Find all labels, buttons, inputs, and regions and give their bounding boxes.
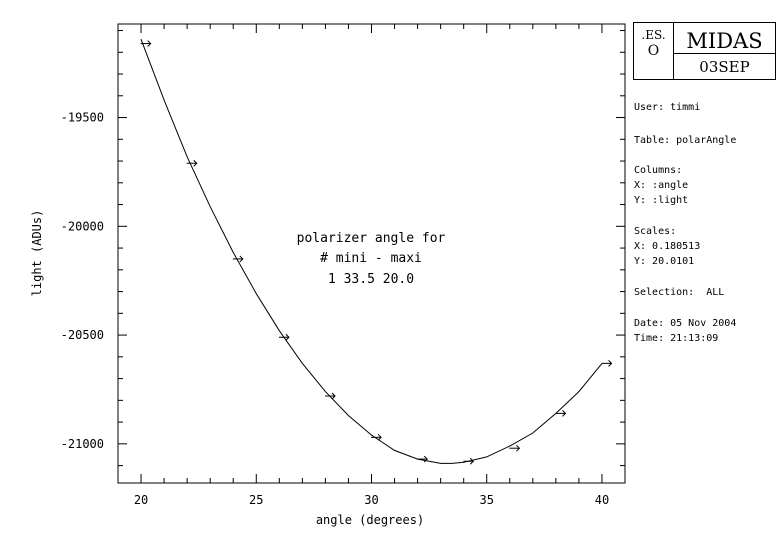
x-tick-label-25: 25 <box>249 493 263 507</box>
data-point-5 <box>325 392 336 400</box>
y-tick-label-20500: -20500 <box>61 328 104 342</box>
midas-title-cell: MIDAS 03SEP <box>674 23 775 79</box>
data-point-9 <box>509 444 521 452</box>
x-tick-label-40: 40 <box>595 493 609 507</box>
fit-curve <box>140 39 603 464</box>
y-tick-label-19500: -19500 <box>61 111 104 125</box>
info-selection: Selection: ALL <box>634 287 725 298</box>
info-scale-x: X: 0.180513 <box>634 241 701 252</box>
info-scale-y: Y: 20.0101 <box>634 256 695 267</box>
y-axis-ticks <box>118 30 625 467</box>
info-scales-heading: Scales: <box>634 226 677 237</box>
annotation-line-3: 1 33.5 20.0 <box>328 272 414 287</box>
data-markers <box>140 40 613 465</box>
data-point-10 <box>555 410 567 417</box>
y-tick-label-21000: -21000 <box>61 437 104 451</box>
x-tick-label-35: 35 <box>480 493 494 507</box>
eso-logo: .ES. O <box>634 23 674 79</box>
app-date-code: 03SEP <box>699 58 750 76</box>
y-axis-tick-labels: -19500 -20000 -20500 -21000 <box>61 111 104 451</box>
x-tick-label-30: 30 <box>364 493 378 507</box>
info-user: User: timmi <box>634 102 701 113</box>
annotation-line-1: polarizer angle for <box>297 231 446 246</box>
info-column-x: X: :angle <box>634 180 689 191</box>
data-point-3 <box>232 255 244 263</box>
app-name: MIDAS <box>686 29 763 53</box>
x-axis-label: angle (degrees) <box>316 513 424 527</box>
eso-logo-text: .ES. <box>641 28 666 42</box>
data-point-1 <box>140 40 152 47</box>
annotation-line-2: # mini - maxi <box>320 251 422 266</box>
midas-logo-box: .ES. O MIDAS 03SEP <box>633 22 776 80</box>
eso-logo-mark: O <box>647 43 660 59</box>
data-point-8 <box>463 457 474 465</box>
info-table: Table: polarAngle <box>634 135 737 146</box>
chart: 20 25 30 35 40 -19500 -20000 -20500 -21000 angl… <box>30 23 626 527</box>
data-point-2 <box>186 159 198 167</box>
x-axis-tick-labels: 20 25 30 35 40 <box>134 493 609 507</box>
app-date-cell: 03SEP <box>674 53 775 80</box>
info-time: Time: 21:13:09 <box>634 333 719 344</box>
info-columns-heading: Columns: <box>634 165 683 176</box>
info-column-y: Y: :light <box>634 195 689 206</box>
data-point-4 <box>278 333 290 341</box>
data-point-11 <box>601 360 613 367</box>
y-axis-label: light (ADUs) <box>30 210 44 297</box>
x-tick-label-20: 20 <box>134 493 148 507</box>
y-tick-label-20000: -20000 <box>61 219 104 233</box>
x-axis-ticks <box>117 24 626 483</box>
data-point-7 <box>417 455 428 463</box>
info-date: Date: 05 Nov 2004 <box>634 318 737 329</box>
data-point-6 <box>371 433 382 441</box>
